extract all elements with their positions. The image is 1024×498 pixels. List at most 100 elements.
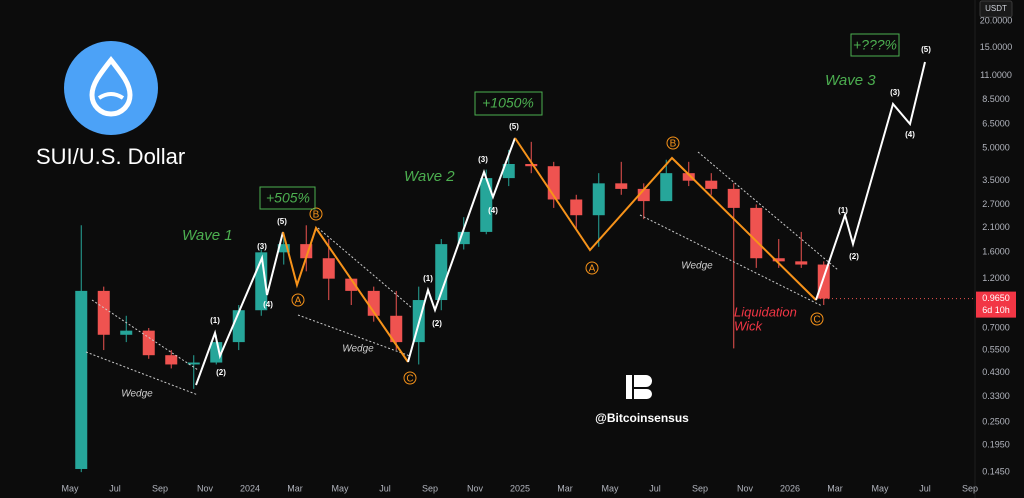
y-tick-label: 0.1450 — [982, 466, 1010, 476]
wave-count: (2) — [432, 319, 442, 328]
wave-count: (4) — [263, 300, 273, 309]
wedge-label: Wedge — [681, 261, 713, 272]
y-tick-label: 20.0000 — [980, 16, 1013, 26]
wedge-label: Wedge — [342, 344, 374, 355]
axes: 20.0000 15.0000 11.0000 8.5000 6.5000 5.0000 3… — [61, 16, 1016, 493]
currency: USDT — [985, 4, 1007, 13]
y-tick-label: 0.3300 — [982, 391, 1010, 401]
y-tick-label: 0.1950 — [982, 439, 1010, 449]
y-tick-label: 6.5000 — [982, 118, 1010, 128]
y-tick-label: 15.0000 — [980, 42, 1013, 52]
brand-mark — [634, 375, 652, 399]
candle-body — [682, 173, 695, 181]
candle-body — [142, 330, 155, 356]
wave-paths — [195, 61, 926, 386]
gain-box — [259, 186, 316, 210]
impulse-path — [815, 61, 926, 301]
brand-mark — [626, 375, 632, 399]
wedge-line — [317, 227, 413, 309]
candle-body — [570, 199, 583, 216]
x-tick-label: Mar — [287, 483, 303, 493]
x-tick-label: 2025 — [510, 483, 530, 493]
candle-body — [795, 261, 808, 265]
x-tick-label: Nov — [737, 483, 754, 493]
abc-label: C — [813, 315, 820, 326]
abc-circles — [291, 136, 824, 385]
wave-label: Wave 3 — [825, 72, 876, 89]
abc-circle — [585, 261, 599, 275]
x-tick-label: May — [61, 483, 79, 493]
abc-circle — [291, 293, 305, 307]
y-tick-label: 0.5500 — [982, 344, 1010, 354]
x-tick-label: Jul — [379, 483, 391, 493]
wave-counts: (1) (2) (3) (4) (5) (1) (2) (3) (4) (5) … — [210, 45, 931, 377]
gain-label: +???% — [853, 37, 897, 53]
wave-count: (1) — [838, 206, 848, 215]
y-tick-label: 3.5000 — [982, 175, 1010, 185]
wave-label: Wave 2 — [404, 168, 455, 185]
y-tick-label: 1.2000 — [982, 273, 1010, 283]
wave-count: (5) — [921, 45, 931, 54]
chart-title: SUI/U.S. Dollar — [36, 144, 185, 169]
candle-body — [750, 207, 763, 259]
wave-count: (2) — [849, 252, 859, 261]
y-tick-label: 11.0000 — [980, 70, 1012, 80]
abc-label: A — [589, 264, 596, 275]
candle-body — [322, 258, 335, 279]
x-tick-label: Sep — [692, 483, 708, 493]
impulse-path — [407, 137, 516, 363]
candle-body — [592, 183, 605, 216]
abc-label: C — [406, 374, 413, 385]
candle-body — [480, 178, 493, 232]
y-tick-label: 2.1000 — [982, 222, 1010, 232]
abc-circle — [666, 136, 680, 150]
wave-count: (3) — [478, 155, 488, 164]
candle-body — [727, 188, 740, 208]
x-tick-label: May — [871, 483, 889, 493]
x-tick-label: Jul — [649, 483, 661, 493]
candle-body — [615, 183, 628, 189]
x-tick-label: Mar — [827, 483, 843, 493]
y-tick-label: 0.4300 — [982, 367, 1010, 377]
wedge-line — [639, 214, 823, 307]
abc-label: A — [295, 296, 302, 307]
currency-box — [979, 0, 1013, 18]
brand-logo — [626, 375, 652, 399]
wave-count: (4) — [905, 130, 915, 139]
candle-body — [705, 180, 718, 189]
x-tick-label: Nov — [197, 483, 214, 493]
x-tick-label: Sep — [422, 483, 438, 493]
wave-count: (4) — [488, 206, 498, 215]
liquidation-label: Liquidation — [734, 304, 797, 319]
gain-box — [850, 33, 900, 57]
countdown: 6d 10h — [982, 305, 1010, 315]
candle-body — [502, 163, 515, 179]
candle-body — [97, 290, 110, 335]
correction-path — [514, 137, 817, 301]
wave-count: (5) — [277, 217, 287, 226]
candle-body — [660, 173, 673, 202]
wedge-line — [697, 151, 839, 271]
candle-body — [390, 315, 403, 343]
abc-circle — [810, 312, 824, 326]
x-tick-label: Jul — [109, 483, 121, 493]
y-tick-label: 0.7000 — [982, 322, 1010, 332]
x-tick-label: May — [331, 483, 349, 493]
wedge-line — [91, 299, 199, 371]
x-tick-label: Nov — [467, 483, 484, 493]
wedge-label: Wedge — [121, 389, 153, 400]
wave-count: (1) — [210, 316, 220, 325]
candle-body — [367, 290, 380, 316]
x-tick-label: Sep — [962, 483, 978, 493]
x-tick-label: Mar — [557, 483, 573, 493]
wedge-lines — [85, 151, 839, 396]
x-tick-label: 2024 — [240, 483, 260, 493]
wave-count: (3) — [890, 88, 900, 97]
x-tick-label: 2026 — [780, 483, 800, 493]
candle-body — [345, 278, 358, 291]
wave-count: (5) — [509, 122, 519, 131]
abc-circle — [309, 207, 323, 221]
y-tick-label: 2.7000 — [982, 199, 1010, 209]
